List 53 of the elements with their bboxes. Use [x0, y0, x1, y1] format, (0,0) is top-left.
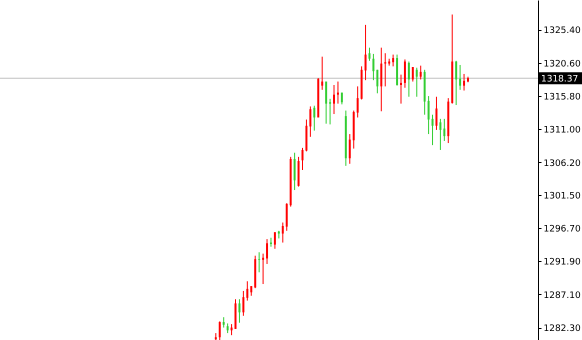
candlestick: [459, 64, 462, 90]
candlestick: [416, 67, 418, 98]
candlestick: [463, 73, 466, 92]
candlestick: [262, 253, 264, 285]
candlestick: [372, 53, 374, 81]
y-tick-label: 1287.10: [544, 290, 581, 301]
candlestick: [294, 152, 296, 191]
candlestick: [266, 238, 268, 264]
candlestick: [218, 320, 221, 340]
candlestick: [230, 324, 233, 336]
candlestick: [432, 114, 434, 146]
candlestick: [376, 69, 378, 94]
y-tick-label: 1311.00: [544, 126, 581, 136]
candlestick: [420, 65, 422, 80]
candlestick: [412, 66, 414, 82]
candlestick: [368, 47, 370, 62]
candlestick: [222, 316, 225, 328]
candlestick: [439, 118, 442, 150]
candlestick: [428, 96, 430, 135]
candlestick: [336, 81, 339, 104]
ref-line-label: 1318.37: [541, 74, 578, 84]
candlestick: [309, 106, 312, 138]
candlestick: [404, 58, 406, 88]
candlestick: [435, 96, 438, 130]
candlestick: [400, 74, 402, 104]
y-tick-label: 1315.80: [544, 92, 581, 103]
candlestick: [392, 54, 394, 67]
candlestick: [274, 232, 276, 250]
candlestick: [242, 290, 244, 316]
candlestick: [325, 81, 328, 124]
candlestick: [286, 202, 288, 232]
y-tick-label: 1306.20: [544, 158, 581, 169]
candlestick: [246, 280, 248, 302]
candlestick: [455, 60, 458, 106]
y-tick-label: 1301.50: [544, 191, 581, 202]
candlestick: [380, 47, 382, 112]
candlestick: [238, 298, 240, 324]
candlestick: [384, 52, 386, 87]
candlestick: [226, 322, 229, 334]
candlestick: [333, 84, 336, 115]
candlestick: [408, 61, 410, 98]
candlestick: [258, 252, 260, 273]
y-tick-label: 1296.70: [544, 224, 581, 235]
candlestick: [356, 86, 359, 118]
candlestick: [313, 105, 316, 132]
y-tick-label: 1291.90: [544, 258, 581, 268]
y-tick-label: 1325.40: [544, 26, 581, 36]
candlestick: [443, 118, 446, 142]
candlestick: [340, 92, 343, 105]
candlestick: [301, 147, 304, 170]
y-tick-label: 1282.30: [544, 324, 581, 334]
candlestick: [364, 24, 367, 81]
y-tick-label: 1320.60: [544, 59, 581, 70]
